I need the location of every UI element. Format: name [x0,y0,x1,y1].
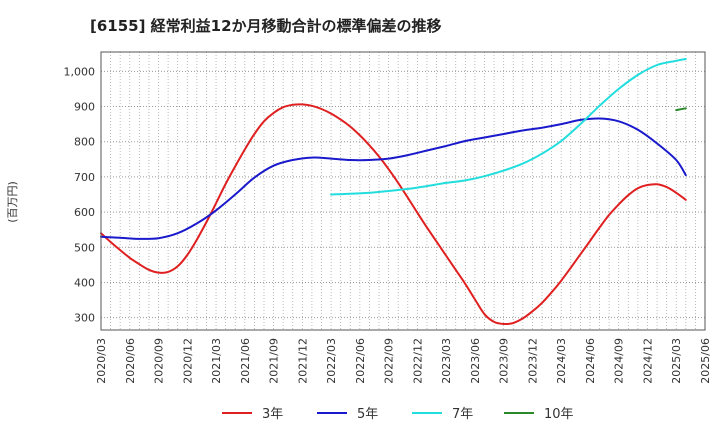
x-tick-label: 2024/12 [641,338,654,384]
y-tick-label: 700 [74,171,95,184]
x-tick-label: 2021/12 [296,338,309,384]
x-tick-label: 2024/09 [613,338,626,384]
x-tick-label: 2022/12 [411,338,424,384]
legend-label: 7年 [452,407,473,422]
x-tick-label: 2021/06 [239,338,252,384]
x-tick-label: 2022/06 [354,338,367,384]
y-axis-label: (百万円) [6,181,19,223]
grid [100,52,706,330]
x-tick-label: 2020/03 [95,338,108,384]
x-tick-label: 2023/03 [440,338,453,384]
y-tick-labels: 300 400 500 600 700 800 900 1,000 [64,65,96,324]
x-tick-label: 2021/03 [210,338,223,384]
series-lines [100,58,687,326]
y-tick-label: 400 [74,276,95,289]
x-tick-label: 2020/12 [181,338,194,384]
chart-title: [6155] 経常利益12か月移動合計の標準偏差の推移 [90,17,442,35]
y-tick-label: 800 [74,136,95,149]
x-tick-label: 2025/03 [670,338,683,384]
y-tick-label: 900 [74,101,95,114]
x-tick-label: 2020/06 [124,338,137,384]
legend-label: 3年 [262,407,283,422]
plot-frame [100,51,706,331]
x-tick-label: 2023/06 [469,338,482,384]
x-tick-label: 2024/06 [584,338,597,384]
x-tick-label: 2020/09 [153,338,166,384]
x-tick-label: 2023/12 [526,338,539,384]
series-line [330,58,687,196]
series-line [100,117,687,240]
x-tick-label: 2024/03 [555,338,568,384]
x-tick-labels: 2020/03 2020/06 2020/09 2020/12 2021/03 2021/… [95,338,712,384]
x-tick-label: 2022/09 [383,338,396,384]
series-line [675,107,687,112]
x-tick-label: 2023/09 [498,338,511,384]
x-tick-label: 2025/06 [699,338,712,384]
y-tick-label: 1,000 [64,65,96,78]
y-tick-label: 500 [74,241,95,254]
y-tick-label: 300 [74,312,95,325]
legend-label: 5年 [357,407,378,422]
x-tick-label: 2021/09 [268,338,281,384]
y-tick-label: 600 [74,206,95,219]
legend-label: 10年 [544,407,574,422]
legend: 3年 5年 7年 10年 [222,407,574,422]
series-line [100,103,687,326]
x-tick-label: 2022/03 [325,338,338,384]
